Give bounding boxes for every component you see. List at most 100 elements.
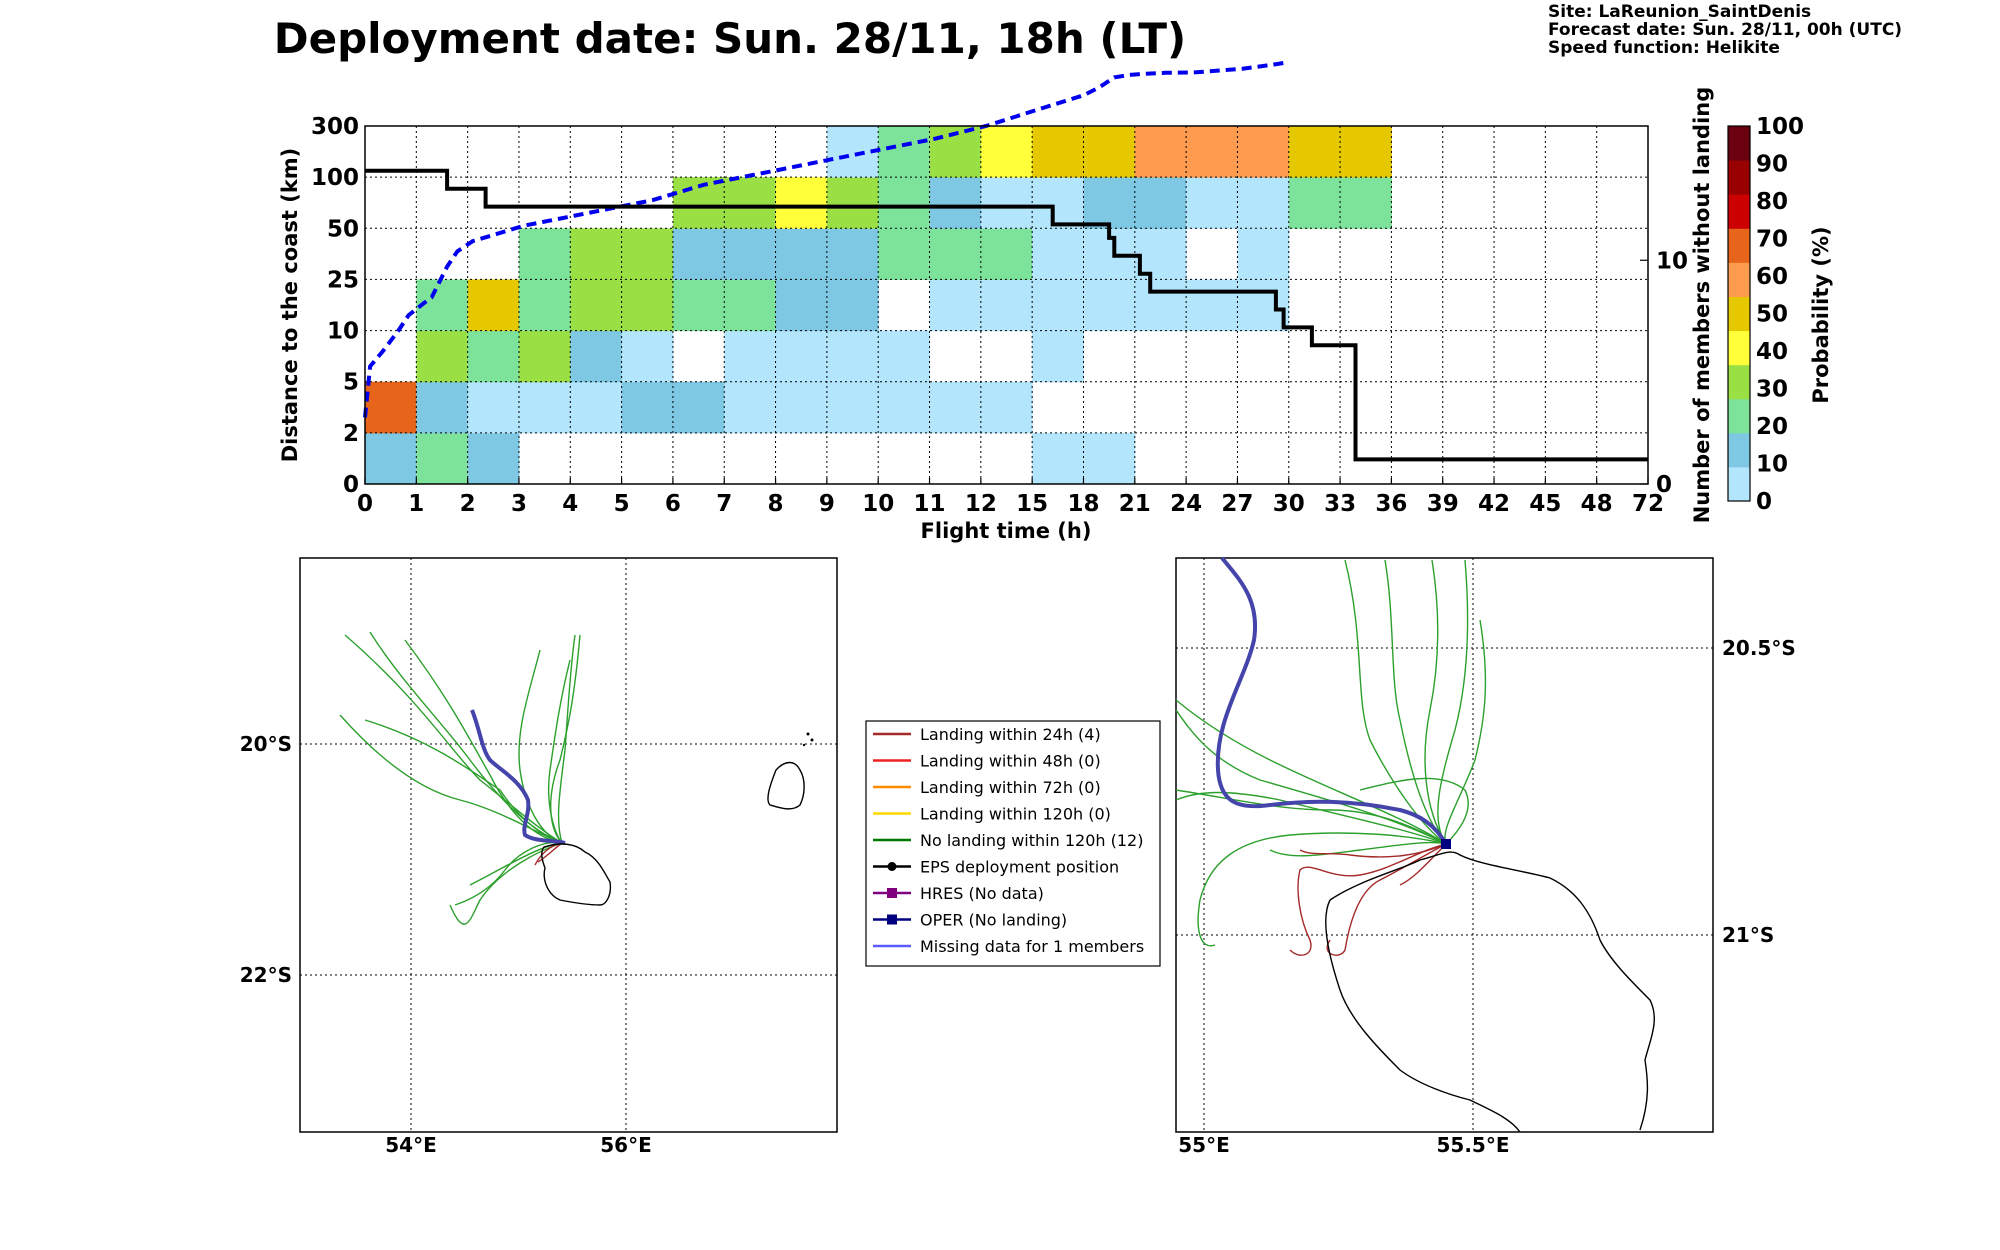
x-tick-label: 11	[914, 491, 946, 517]
x-tick-label: 10	[862, 491, 894, 517]
heatmap-cell	[724, 330, 777, 383]
legend-label: No landing within 120h (12)	[920, 831, 1143, 850]
y-tick-label: 0	[343, 472, 359, 498]
heatmap-cell	[672, 279, 725, 332]
x-tick-label: 12	[965, 491, 997, 517]
heatmap-cell	[467, 381, 520, 434]
x-tick-label: 24	[1170, 491, 1202, 517]
legend-label: Landing within 72h (0)	[920, 778, 1101, 797]
legend-item: HRES (No data)	[873, 884, 1044, 903]
heatmap-cell	[416, 330, 469, 383]
colorbar-swatch	[1728, 296, 1750, 332]
heatmap-cell	[1134, 126, 1187, 178]
heatmap-cell	[878, 177, 931, 229]
heatmap-cell	[980, 228, 1033, 280]
legend-label: HRES (No data)	[920, 884, 1044, 903]
reunion-coastline-overview	[541, 843, 612, 906]
x-tick-label: 39	[1427, 491, 1459, 517]
x-axis-label: Flight time (h)	[921, 519, 1092, 543]
heatmap-cell	[1186, 177, 1238, 229]
x-tick-label: 42	[1478, 491, 1510, 517]
colorbar-swatch	[1728, 194, 1750, 229]
heatmap-cell	[826, 126, 879, 178]
y-tick-label: 5	[343, 370, 359, 396]
y2-axis-label: Number of members without landing	[1690, 87, 1714, 524]
x-tick-label: 4	[562, 491, 578, 517]
heatmap-cell	[621, 381, 674, 434]
y-tick-label: 25	[327, 267, 359, 293]
heatmap-cell	[1237, 228, 1290, 280]
map-zoom: 55°E 55.5°E 20.5°S 21°S	[1175, 556, 1796, 1157]
legend-box	[865, 720, 1161, 967]
heatmap-cell	[929, 381, 982, 434]
heatmap-cell	[672, 381, 725, 434]
x-tick-label: 27	[1221, 491, 1253, 517]
heatmap-frame	[364, 125, 1649, 485]
map-zoom-lat-label-2: 21°S	[1722, 923, 1774, 947]
y-axis-label: Distance to the coast (km)	[278, 148, 302, 463]
heatmap-cell	[1340, 126, 1392, 178]
legend-label: EPS deployment position	[920, 858, 1119, 877]
x-tick-label: 36	[1375, 491, 1407, 517]
heatmap-cell	[621, 279, 674, 332]
heatmap-cell	[518, 381, 571, 434]
heatmap-cell	[570, 330, 623, 383]
heatmap-cell	[878, 228, 931, 280]
x-tick-label: 48	[1581, 491, 1613, 517]
colorbar-tick-label: 50	[1756, 302, 1788, 328]
y2-tick-labels: 0 10	[1640, 248, 1688, 498]
speed-function-label: Speed function: Helikite	[1548, 38, 1780, 58]
heatmap-series	[363, 60, 1648, 462]
x-tick-label: 45	[1529, 491, 1561, 517]
heatmap-cell	[570, 279, 623, 332]
legend-item: Missing data for 1 members	[873, 937, 1144, 956]
heatmap-cell	[826, 330, 879, 383]
legend-item: No landing within 120h (12)	[873, 831, 1143, 850]
legend-item: Landing within 24h (4)	[873, 725, 1101, 744]
colorbar-tick-label: 0	[1756, 489, 1772, 515]
colorbar-tick-label: 10	[1756, 452, 1788, 478]
heatmap-cells	[365, 126, 1392, 485]
x-tick-label: 72	[1632, 491, 1664, 517]
heatmap-cell	[416, 279, 469, 332]
colorbar-swatch	[1728, 262, 1750, 297]
legend-item: EPS deployment position	[873, 858, 1119, 877]
heatmap-cell	[1032, 126, 1084, 178]
y-tick-label: 300	[311, 114, 359, 140]
heatmap-cell	[1032, 432, 1084, 485]
colorbar-frame	[1727, 125, 1751, 502]
x-tick-label: 6	[665, 491, 681, 517]
legend-marker-circle	[887, 862, 897, 871]
x-tick-label: 2	[460, 491, 476, 517]
forecast-date-label: Forecast date: Sun. 28/11, 00h (UTC)	[1548, 20, 1903, 40]
heatmap-cell	[570, 228, 623, 280]
heatmap-cell	[1032, 228, 1084, 280]
map-overview-lat-label-1: 20°S	[240, 732, 292, 756]
colorbar-tick-label: 40	[1756, 339, 1788, 365]
map-overview-lat-label-2: 22°S	[240, 963, 292, 987]
heatmap-cell	[724, 177, 777, 229]
heatmap-cell	[826, 177, 879, 229]
heatmap-cell	[929, 228, 982, 280]
legend-label: Landing within 24h (4)	[920, 725, 1101, 744]
colorbar-tick-label: 30	[1756, 377, 1788, 403]
heatmap-cell	[416, 432, 469, 485]
heatmap-cell	[570, 381, 623, 434]
heatmap-cell	[1237, 279, 1290, 332]
legend-item: Landing within 48h (0)	[873, 752, 1101, 771]
legend-label: OPER (No landing)	[920, 911, 1067, 930]
legend-marker-square	[887, 888, 897, 898]
colorbar-swatch	[1728, 466, 1750, 502]
x-tick-label: 30	[1273, 491, 1305, 517]
map-overview-lon-label-2: 56°E	[600, 1133, 652, 1157]
heatmap-cell	[775, 381, 828, 434]
heatmap-cell	[724, 228, 777, 280]
heatmap-cell	[1083, 177, 1136, 229]
y-tick-label: 50	[327, 216, 359, 242]
x-tick-label: 21	[1119, 491, 1151, 517]
heatmap-cell	[416, 381, 469, 434]
heatmap-cell	[775, 279, 828, 332]
heatmap-cell	[878, 126, 931, 178]
heatmap-cell	[467, 279, 520, 332]
